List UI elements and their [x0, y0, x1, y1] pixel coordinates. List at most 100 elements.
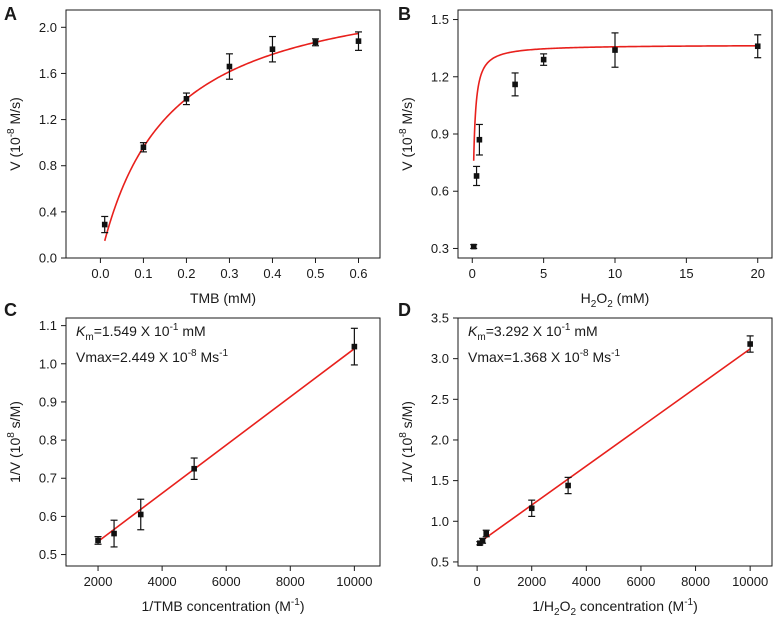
y-tick-label: 1.5: [431, 12, 449, 27]
data-point: [512, 81, 518, 88]
km-subscript: m: [85, 332, 93, 343]
y-axis-label-superscript: 8: [6, 432, 17, 438]
x-tick-label: 0.2: [177, 266, 195, 281]
plot-frame: [457, 317, 773, 567]
y-axis-label: 1/V (108 s/M): [6, 401, 23, 483]
data-point: [140, 144, 147, 151]
plot-frame: [65, 9, 381, 259]
km-exponent: -1: [170, 322, 179, 333]
x-axis-label: 1/H2O2 concentration (M-1): [532, 597, 698, 618]
x-tick-label: 6000: [626, 574, 655, 589]
y-axis-label-text: V (10: [399, 137, 415, 171]
data-point: [612, 47, 618, 53]
y-axis-label-text: s/M): [7, 401, 23, 432]
data-point: [183, 96, 190, 102]
y-tick-label: 0.7: [39, 471, 57, 486]
x-tick-label: 5: [540, 266, 547, 281]
vmax-unit: Ms: [197, 349, 220, 365]
x-axis-label-text: O: [560, 598, 571, 614]
y-tick-label: 2.0: [39, 20, 57, 35]
vmax-unit-exponent: -1: [219, 348, 228, 359]
data-point: [565, 482, 571, 489]
vmax-annotation: Vmax=2.449 X 10-8 Ms-1: [76, 348, 228, 365]
y-tick-label: 0.9: [431, 127, 449, 142]
panel-letter: A: [4, 4, 17, 24]
x-axis-label: TMB (mM): [190, 290, 256, 306]
x-tick-label: 2000: [84, 574, 113, 589]
y-axis-label-superscript: 8: [398, 432, 409, 438]
fit-line: [472, 44, 758, 161]
x-tick-label: 0: [469, 266, 476, 281]
km-annotation: Km=3.292 X 10-1 mM: [468, 322, 598, 343]
km-subscript: m: [477, 332, 485, 343]
x-axis-label: H2O2 (mM): [581, 290, 650, 310]
x-tick-label: 6000: [212, 574, 241, 589]
plot-frame: [65, 317, 381, 567]
y-tick-label: 3.0: [431, 351, 449, 366]
data-point: [101, 221, 108, 228]
panel-d: D 0 2000 4000 6000 8000 10000 0.5 1.0 1.5 2.0 2.5 3.…: [398, 300, 773, 618]
y-tick-label: 0.3: [431, 241, 449, 256]
y-axis-label: V (10-8 M/s): [398, 97, 415, 170]
km-symbol: K: [76, 323, 86, 339]
y-tick-label: 0.8: [39, 433, 57, 448]
x-axis-label-text: 1/H: [532, 598, 554, 614]
y-tick-label: 0.4: [39, 204, 57, 219]
data-point: [269, 46, 276, 53]
data-point: [540, 56, 547, 63]
data-point: [137, 511, 144, 518]
panel-c: C 2000 4000 6000 8000 10000 0.5 0.6 0.7 0.8 0.9 1.0…: [4, 300, 381, 614]
x-axis-label-text: concentration (M: [576, 598, 684, 614]
km-value: =3.292 X 10: [486, 323, 562, 339]
x-tick-label: 8000: [276, 574, 305, 589]
x-tick-label: 0.0: [91, 266, 109, 281]
x-axis-label-text: ): [300, 598, 305, 614]
y-axis-label-superscript: -8: [6, 128, 17, 137]
x-axis-label: 1/TMB concentration (M-1): [142, 597, 305, 614]
data-point: [111, 530, 117, 537]
y-tick-label: 0.5: [431, 554, 449, 569]
x-tick-label: 2000: [517, 574, 546, 589]
x-tick-label: 0.5: [306, 266, 324, 281]
x-axis-label-superscript: -1: [684, 597, 693, 608]
data-point: [470, 243, 477, 250]
x-axis-label-subscript: 2: [570, 607, 576, 618]
data-point: [754, 43, 761, 50]
vmax-unit-exponent: -1: [611, 348, 620, 359]
data-point: [351, 343, 358, 350]
vmax-value: Vmax=1.368 X 10: [468, 349, 580, 365]
data-point: [479, 537, 486, 544]
vmax-unit: Ms: [589, 349, 612, 365]
y-axis-label-superscript: -8: [398, 128, 409, 137]
x-tick-label: 8000: [681, 574, 710, 589]
x-axis-label-superscript: -1: [291, 597, 300, 608]
km-symbol: K: [468, 323, 478, 339]
y-tick-label: 1.6: [39, 66, 57, 81]
data-point: [226, 63, 233, 70]
vmax-value: Vmax=2.449 X 10: [76, 349, 188, 365]
y-axis-label-text: 1/V (10: [399, 438, 415, 483]
x-tick-label: 10000: [336, 574, 372, 589]
x-tick-label: 4000: [148, 574, 177, 589]
y-axis-label: V (10-8 M/s): [6, 97, 23, 170]
panel-letter: C: [4, 300, 17, 320]
x-axis-label-text: O: [596, 290, 607, 306]
x-axis-label-subscript: 2: [554, 607, 560, 618]
x-tick-label: 20: [750, 266, 764, 281]
panel-letter: B: [398, 4, 411, 24]
y-tick-label: 0.6: [431, 184, 449, 199]
x-tick-label: 0.4: [263, 266, 281, 281]
y-tick-label: 1.0: [431, 514, 449, 529]
y-tick-label: 0.9: [39, 394, 57, 409]
x-tick-label: 15: [679, 266, 693, 281]
km-value: =1.549 X 10: [94, 323, 170, 339]
y-axis-label-text: M/s): [7, 97, 23, 128]
y-axis-label-text: V (10: [7, 137, 23, 171]
km-exponent: -1: [562, 322, 571, 333]
data-point: [476, 136, 483, 143]
y-tick-label: 0.8: [39, 158, 57, 173]
data-point: [355, 38, 362, 44]
y-tick-label: 1.0: [39, 356, 57, 371]
